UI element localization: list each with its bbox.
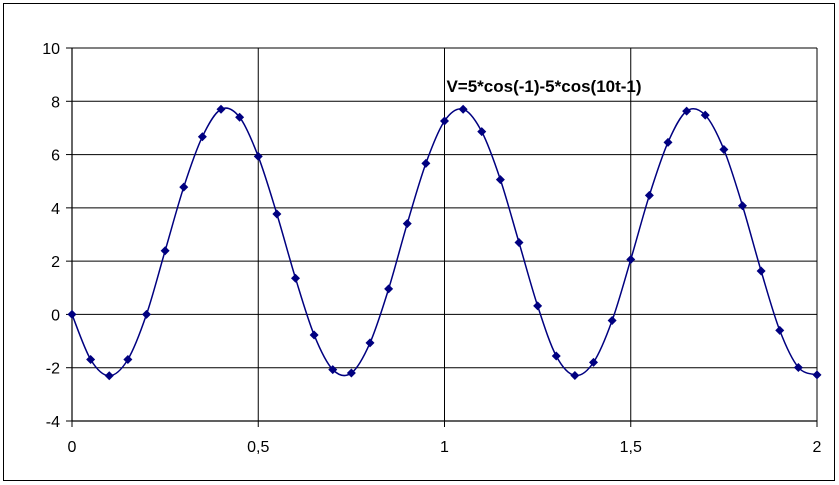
y-axis-tick-labels: -4 -2 0 2 4 6 8 10 — [42, 41, 60, 431]
data-point-marker — [365, 338, 375, 348]
data-point-marker — [253, 151, 263, 161]
data-point-marker — [719, 145, 729, 155]
x-tick-label: 1,5 — [620, 439, 642, 456]
y-tick-label: -2 — [46, 361, 60, 378]
data-point-marker — [440, 116, 449, 126]
data-point-marker — [160, 246, 170, 256]
y-tick-label: 10 — [42, 41, 60, 58]
data-point-marker — [644, 190, 654, 200]
data-point-marker — [235, 112, 245, 122]
data-point-marker — [663, 137, 673, 147]
data-point-marker — [402, 219, 412, 229]
y-tick-label: 0 — [51, 307, 60, 324]
chart-frame — [3, 3, 835, 481]
y-tick-label: -4 — [46, 414, 60, 431]
data-point-marker — [812, 370, 822, 380]
data-point-marker — [607, 316, 617, 326]
x-tick-label: 0 — [68, 439, 77, 456]
y-tick-label: 6 — [51, 148, 60, 165]
data-point-marker — [142, 309, 151, 319]
data-point-marker — [682, 106, 692, 116]
data-point-marker — [346, 368, 356, 378]
grid-lines — [71, 47, 818, 422]
x-tick-label: 0,5 — [247, 439, 269, 456]
data-point-marker — [533, 301, 543, 311]
data-point-marker — [384, 284, 394, 294]
data-point-marker — [477, 127, 487, 137]
data-point-marker — [626, 255, 636, 265]
y-tick-label: 2 — [51, 254, 60, 271]
data-point-marker — [756, 266, 766, 276]
data-point-marker — [495, 175, 505, 185]
data-point-marker — [551, 351, 561, 361]
data-point-marker — [291, 273, 300, 283]
plot-area — [67, 104, 822, 381]
data-point-marker — [738, 201, 747, 211]
data-point-marker — [104, 371, 114, 381]
data-point-marker — [458, 104, 468, 114]
x-tick-label: 1 — [440, 439, 449, 456]
data-point-marker — [179, 182, 189, 192]
x-axis-tick-labels: 0 0,5 1 1,5 2 — [68, 439, 822, 456]
data-point-marker — [589, 357, 598, 367]
data-point-marker — [328, 365, 338, 375]
data-point-marker — [123, 354, 133, 364]
y-tick-label: 4 — [51, 201, 60, 218]
data-point-marker — [309, 330, 319, 340]
data-point-marker — [700, 110, 710, 120]
data-point-marker — [216, 104, 226, 114]
axes — [66, 47, 818, 427]
x-tick-label: 2 — [813, 439, 822, 456]
chart-title: V=5*cos(-1)-5*cos(10t-1) — [446, 77, 641, 96]
y-tick-label: 8 — [51, 94, 60, 111]
data-point-marker — [793, 362, 803, 372]
data-point-marker — [570, 370, 580, 380]
data-point-marker — [421, 158, 431, 168]
data-point-marker — [67, 309, 77, 319]
data-point-marker — [272, 209, 282, 219]
data-point-marker — [775, 325, 785, 335]
data-point-marker — [514, 237, 524, 247]
data-point-marker — [86, 354, 96, 364]
data-point-marker — [197, 132, 207, 142]
